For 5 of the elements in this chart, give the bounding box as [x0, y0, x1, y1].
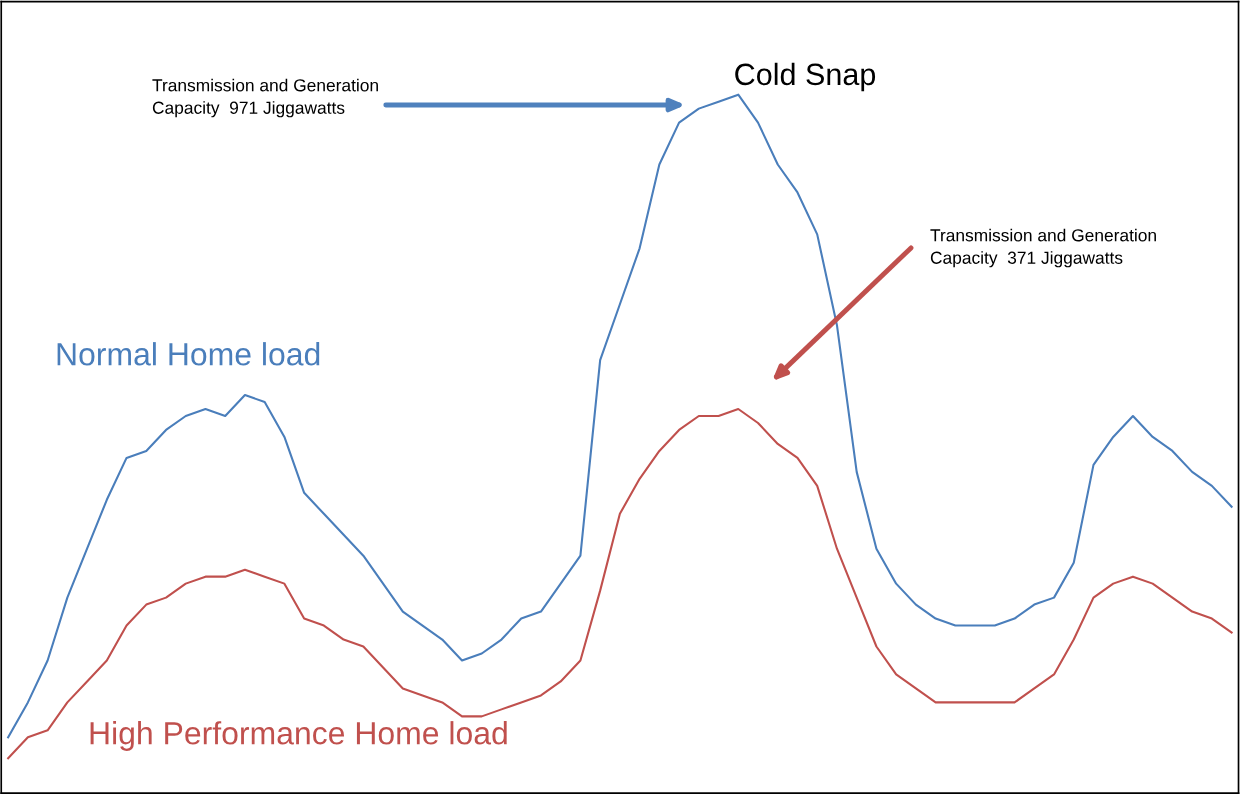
text: Cold Snap — [735, 62, 876, 92]
annotation: Transmission and Generation Capacity 971 Jiggawatts — [152, 78, 378, 118]
annotation: Transmission and Generation Capacity 371 Jiggawatts — [930, 228, 1156, 268]
series-label: Normal Home load — [57, 342, 320, 366]
series-label: High Performance Home load — [90, 721, 507, 751]
